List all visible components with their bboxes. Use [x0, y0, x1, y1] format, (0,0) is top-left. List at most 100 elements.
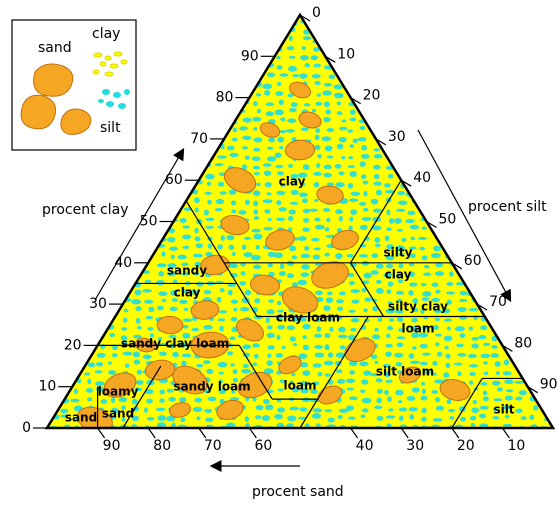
silt-grain: [336, 299, 344, 304]
silt-grain: [442, 153, 452, 158]
silt-grain: [527, 100, 536, 106]
clay-tick-label: 80: [216, 90, 234, 106]
silt-grain: [423, 190, 429, 194]
silt-grain: [184, 153, 192, 158]
silt-grain: [135, 35, 141, 42]
silt-grain: [324, 373, 331, 377]
silt-grain: [146, 90, 155, 96]
silt-grain: [551, 343, 553, 349]
silt-grain: [478, 27, 486, 32]
silt-grain: [286, 325, 296, 331]
silt-grain: [169, 246, 179, 251]
silt-grain: [528, 236, 538, 241]
silt-grain: [194, 227, 199, 234]
silt-grain: [529, 56, 536, 62]
silt-grain: [491, 89, 502, 96]
silt-grain: [122, 351, 133, 356]
silt-grain: [350, 327, 357, 332]
silt-grain: [349, 370, 356, 375]
silt-grain: [253, 216, 260, 221]
silt-grain: [302, 335, 307, 340]
silt-grain: [179, 190, 186, 195]
silt-grain: [502, 147, 511, 151]
silt-grain: [288, 35, 293, 41]
silt-grain: [144, 299, 154, 304]
silt-grain: [51, 180, 59, 187]
silt-grain: [360, 174, 367, 179]
silt-tick-label: 20: [363, 88, 381, 104]
silt-grain: [531, 107, 537, 114]
silt-grain: [431, 37, 437, 41]
silt-grain: [409, 253, 416, 259]
silt-grain: [530, 377, 540, 384]
silt-grain: [481, 37, 489, 42]
silt-grain: [206, 181, 212, 187]
silt-grain: [514, 309, 523, 314]
silt-grain: [50, 226, 60, 231]
silt-grain: [60, 408, 69, 414]
silt-grain: [333, 36, 343, 42]
silt-grain: [505, 109, 515, 115]
silt-grain: [112, 182, 117, 187]
silt-grain: [326, 182, 335, 187]
silt-grain: [341, 156, 346, 160]
silt-grain: [98, 323, 106, 329]
silt-grain: [527, 271, 533, 276]
silt-grain: [538, 117, 546, 124]
silt-grain: [203, 324, 213, 330]
silt-grain: [275, 217, 286, 221]
silt-grain: [543, 305, 549, 311]
silt-grain: [472, 145, 479, 151]
silt-grain: [289, 108, 297, 113]
silt-grain: [167, 237, 176, 243]
silt-grain: [242, 117, 252, 123]
silt-grain: [47, 192, 57, 196]
silt-grain: [472, 161, 478, 168]
silt-grain: [98, 244, 105, 250]
silt-grain: [314, 344, 323, 350]
silt-grain: [207, 28, 216, 34]
silt-grain: [196, 281, 204, 287]
silt-grain: [517, 270, 523, 275]
clay-tick-label: 40: [114, 255, 132, 271]
silt-grain: [554, 55, 558, 59]
silt-grain: [373, 26, 380, 33]
silt-grain: [408, 282, 418, 287]
silt-grain: [394, 217, 402, 224]
region-label: silt: [493, 403, 514, 417]
silt-grain: [287, 215, 294, 221]
silt-grain: [446, 326, 451, 331]
silt-grain: [503, 359, 510, 366]
silt-grain: [242, 363, 250, 368]
silt-grain: [543, 74, 549, 79]
silt-grain: [135, 306, 142, 311]
silt-grain: [155, 93, 161, 97]
silt-grain: [325, 297, 334, 304]
silt-grain: [483, 371, 489, 376]
silt-grain: [229, 336, 236, 341]
silt-grain: [508, 216, 515, 222]
silt-grain: [323, 82, 332, 87]
silt-grain: [506, 255, 513, 259]
silt-grain: [482, 390, 488, 396]
silt-grain: [435, 126, 441, 132]
silt-grain: [349, 171, 358, 177]
silt-grain: [244, 36, 250, 42]
silt-grain: [371, 334, 381, 340]
silt-grain: [50, 252, 60, 257]
silt-grain: [231, 209, 237, 214]
silt-grain: [228, 263, 239, 269]
silt-grain: [207, 199, 212, 205]
silt-grain: [255, 244, 260, 250]
silt-grain: [359, 361, 369, 367]
silt-grain: [338, 291, 346, 296]
silt-grain: [409, 153, 418, 158]
silt-grain: [275, 164, 284, 169]
silt-grain: [144, 279, 152, 284]
silt-grain: [505, 389, 514, 393]
silt-grain: [60, 414, 69, 418]
silt-grain: [505, 73, 513, 77]
tick: [147, 427, 156, 439]
silt-grain: [496, 217, 504, 223]
silt-grain: [456, 164, 462, 168]
